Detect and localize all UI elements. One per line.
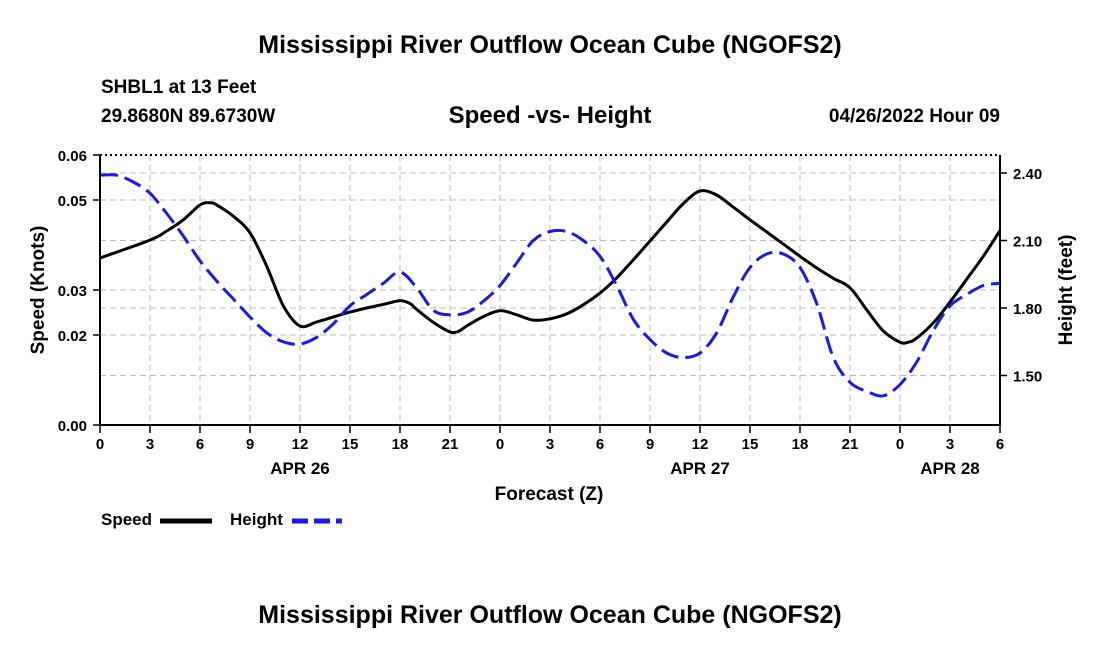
- x-tick-label: 6: [196, 436, 204, 453]
- plot-frame: [93, 154, 1007, 433]
- x-axis-label: Forecast (Z): [495, 484, 604, 505]
- x-tick-label: 6: [996, 436, 1004, 453]
- x-tick-label: 0: [96, 436, 104, 453]
- y-tick-label: 0.03: [58, 283, 87, 300]
- y2-tick-label: 2.10: [1013, 234, 1042, 251]
- x-tick-label: 15: [742, 436, 759, 453]
- legend-height-label: Height: [230, 510, 283, 529]
- x-tick-label: 12: [292, 436, 309, 453]
- date-label: APR 28: [920, 459, 980, 478]
- station-label: SHBL1 at 13 Feet: [101, 77, 257, 98]
- x-tick-label: 18: [392, 436, 409, 453]
- x-tick-label: 9: [246, 436, 254, 453]
- x-tick-label: 12: [692, 436, 709, 453]
- date-label: APR 27: [670, 459, 730, 478]
- date-label: APR 26: [270, 459, 330, 478]
- y-tick-label: 0.06: [58, 148, 87, 165]
- chart-title: Speed -vs- Height: [448, 102, 652, 129]
- y2-tick-label: 2.40: [1013, 166, 1042, 183]
- y-tick-label: 0.00: [58, 418, 87, 435]
- location-label: 29.8680N 89.6730W: [101, 106, 276, 127]
- legend-speed-label: Speed: [101, 510, 152, 529]
- x-tick-label: 3: [146, 436, 154, 453]
- x-tick-label: 9: [646, 436, 654, 453]
- x-tick-label: 21: [842, 436, 859, 453]
- x-tick-label: 18: [792, 436, 809, 453]
- y2-tick-label: 1.50: [1013, 369, 1042, 386]
- y2-tick-labels: 1.50 1.80 2.10 2.40: [1013, 166, 1042, 386]
- x-tick-labels: 0 3 6 9 12 15 18 21 0 3 6 9 12 15 18 21 0 3 6: [96, 436, 1004, 453]
- x-tick-label: 3: [946, 436, 954, 453]
- y-tick-label: 0.05: [58, 193, 87, 210]
- y-axis-label: Speed (Knots): [28, 226, 49, 355]
- page-title: Mississippi River Outflow Ocean Cube (NG…: [258, 31, 842, 59]
- x-tick-label: 6: [596, 436, 604, 453]
- grid-lines: [100, 155, 1000, 425]
- x-tick-label: 3: [546, 436, 554, 453]
- series-lines: [99, 173, 1002, 398]
- series-line-height: [99, 173, 1001, 398]
- timestamp-label: 04/26/2022 Hour 09: [828, 106, 1000, 127]
- legend: Speed Height: [101, 510, 342, 529]
- x-tick-label: 0: [896, 436, 904, 453]
- series-line-speed: [99, 189, 1002, 345]
- date-labels: APR 26 APR 27 APR 28: [270, 459, 980, 478]
- y-tick-labels: 0.00 0.02 0.03 0.05 0.06: [58, 148, 87, 435]
- y2-tick-label: 1.80: [1013, 301, 1042, 318]
- y-tick-label: 0.02: [58, 328, 87, 345]
- x-tick-label: 15: [342, 436, 359, 453]
- x-tick-label: 21: [442, 436, 459, 453]
- y2-axis-label: Height (feet): [1056, 235, 1077, 346]
- page-title-repeat: Mississippi River Outflow Ocean Cube (NG…: [258, 601, 842, 629]
- x-tick-label: 0: [496, 436, 504, 453]
